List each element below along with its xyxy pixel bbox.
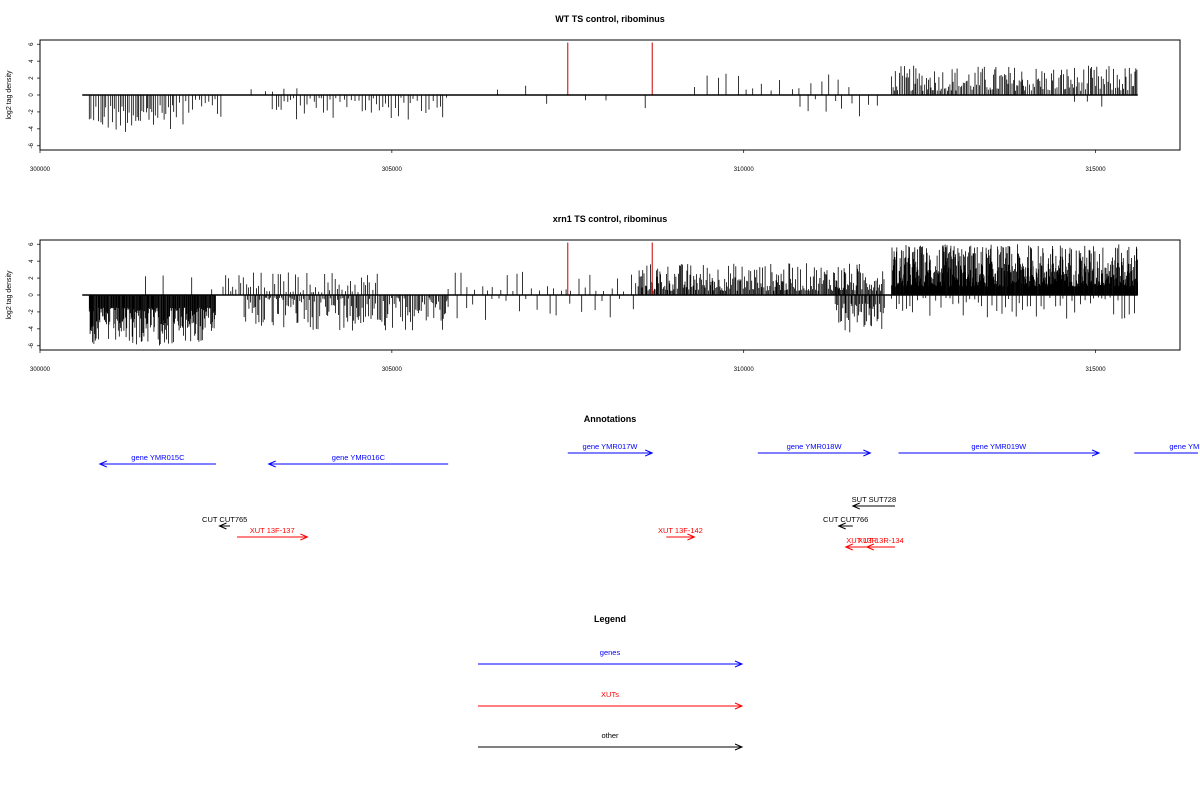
- annotation-feature: CUT CUT766: [823, 515, 868, 530]
- y-tick-label: -4: [29, 126, 35, 132]
- xrn1-track-title: xrn1 TS control, ribominus: [553, 214, 668, 224]
- feature-label: CUT CUT765: [202, 515, 247, 524]
- y-tick-label: -6: [29, 142, 35, 148]
- feature-arrow-head: [851, 502, 860, 510]
- feature-label: gene YMI: [1169, 442, 1200, 451]
- annotation-feature: XUT 13R: [844, 536, 878, 551]
- feature-label: gene YMR017W: [583, 442, 639, 451]
- annotation-feature: gene YMR018W: [757, 442, 872, 457]
- x-tick-label: 305000: [382, 367, 403, 373]
- legend-arrow-head: [734, 660, 744, 668]
- y-tick-label: 6: [29, 42, 35, 46]
- y-tick-label: 6: [29, 242, 35, 246]
- feature-arrow-head: [267, 460, 276, 468]
- feature-label: XUT 13F-137: [250, 526, 295, 535]
- y-tick-label: 0: [29, 93, 35, 97]
- y-tick-label: 0: [29, 293, 35, 297]
- x-tick-label: 300000: [30, 167, 51, 173]
- wt-track-title: WT TS control, ribominus: [555, 14, 665, 24]
- annotation-feature: XUT 13F-142: [658, 526, 703, 541]
- annotation-feature: CUT CUT765: [202, 515, 247, 530]
- feature-arrow-head: [218, 522, 227, 530]
- feature-label: gene YMR019W: [971, 442, 1027, 451]
- x-tick-label: 315000: [1086, 167, 1107, 173]
- y-tick-label: 4: [29, 259, 35, 263]
- legend-title: Legend: [594, 614, 626, 624]
- annotation-feature: gene YMR019W: [898, 442, 1101, 457]
- feature-label: XUT 13F-142: [658, 526, 703, 535]
- annotation-feature: gene YMI: [1134, 442, 1200, 454]
- annotation-feature: gene YMR015C: [98, 453, 216, 468]
- feature-arrow-head: [837, 522, 846, 530]
- feature-arrow-head: [844, 543, 853, 551]
- feature-label: CUT CUT766: [823, 515, 868, 524]
- annotation-feature: gene YMR017W: [567, 442, 654, 457]
- annotations-title: Annotations: [584, 414, 637, 424]
- x-tick-label: 315000: [1086, 367, 1107, 373]
- wt-bars: [82, 42, 1138, 132]
- wt-track-panel: WT TS control, ribominus log2 tag densit…: [6, 14, 1181, 173]
- y-tick-label: 2: [29, 276, 35, 280]
- y-tick-label: 4: [29, 59, 35, 63]
- xrn1-y-axis-label: log2 tag density: [6, 270, 13, 320]
- x-tick-label: 300000: [30, 367, 51, 373]
- legend-item-label: genes: [600, 648, 621, 657]
- feature-label: gene YMR018W: [787, 442, 843, 451]
- feature-label: XUT 13R-134: [858, 536, 904, 545]
- legend-item-label: XUTs: [601, 690, 619, 699]
- y-tick-label: -6: [29, 342, 35, 348]
- y-tick-label: -2: [29, 109, 35, 115]
- feature-arrow-head: [300, 533, 309, 541]
- annotations-panel: Annotations gene YMR015C gene YMR016Cgene…: [98, 414, 1200, 551]
- y-tick-label: -4: [29, 326, 35, 332]
- annotation-feature: SUT SUT728: [851, 495, 896, 510]
- xrn1-track-panel: xrn1 TS control, ribominus log2 tag dens…: [6, 214, 1181, 373]
- legend-items: genes XUTs other: [478, 648, 744, 751]
- x-tick-label: 310000: [734, 367, 755, 373]
- x-tick-label: 305000: [382, 167, 403, 173]
- legend-item-label: other: [601, 731, 619, 740]
- legend-arrow-head: [734, 702, 744, 710]
- xrn1-bars: [82, 242, 1138, 346]
- y-tick-label: 2: [29, 76, 35, 80]
- wt-y-axis-label: log2 tag density: [6, 70, 13, 120]
- feature-label: XUT 13R: [846, 536, 877, 545]
- annotation-feature: XUT 13F-137: [237, 526, 309, 541]
- feature-label: gene YMR015C: [131, 453, 185, 462]
- feature-arrow-head: [687, 533, 696, 541]
- x-tick-label: 310000: [734, 167, 755, 173]
- wt-axes: -6 -4 -2 0 2 4 6 300000 305000 310000 315000: [29, 42, 1106, 173]
- legend-arrow-head: [734, 743, 744, 751]
- feature-arrow-head: [645, 449, 654, 457]
- y-tick-label: -2: [29, 309, 35, 315]
- legend-item: genes: [478, 648, 744, 668]
- feature-label: gene YMR016C: [332, 453, 386, 462]
- feature-arrow-head: [98, 460, 108, 468]
- legend-panel: Legend genes XUTs other: [478, 614, 744, 751]
- legend-item: other: [478, 731, 744, 751]
- annotation-features: gene YMR015C gene YMR016C gene YMR017W gene…: [98, 442, 1200, 551]
- xrn1-axes: -6 -4 -2 0 2 4 6 300000 305000 310000 315000: [29, 242, 1106, 373]
- annotation-feature: gene YMR016C: [267, 453, 449, 468]
- feature-arrow-head: [1091, 449, 1101, 457]
- feature-label: SUT SUT728: [852, 495, 896, 504]
- legend-item: XUTs: [478, 690, 744, 710]
- feature-arrow-head: [863, 449, 872, 457]
